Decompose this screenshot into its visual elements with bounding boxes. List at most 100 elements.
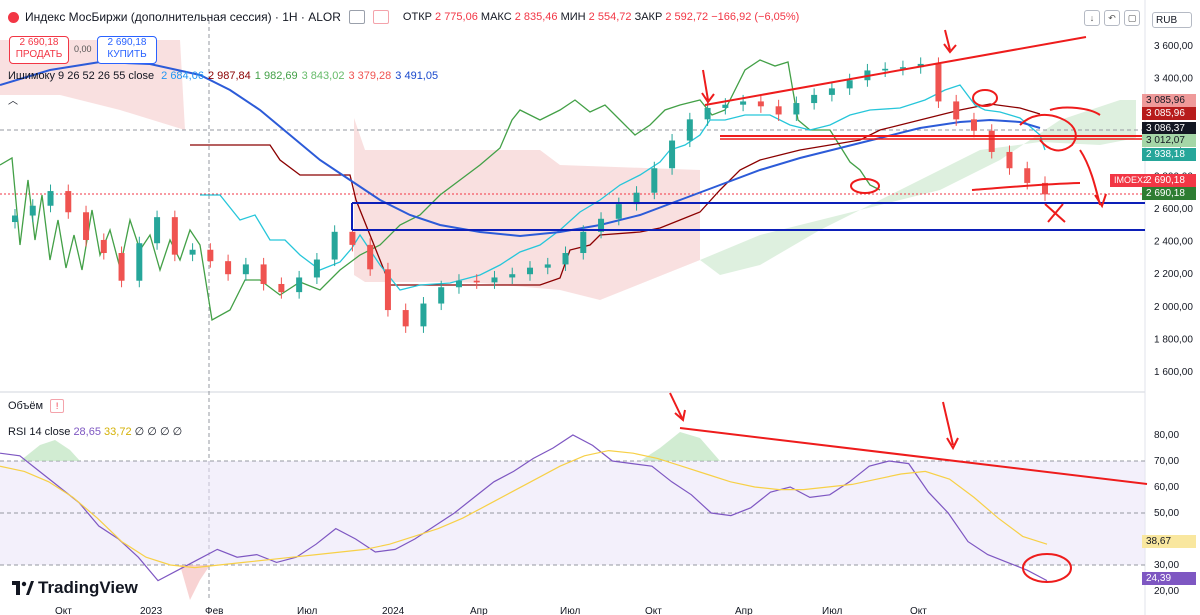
candle-body	[793, 103, 800, 115]
candle-body	[331, 231, 338, 260]
ichimoku-value: 2 987,84	[207, 70, 251, 82]
time-axis-label: Фев	[205, 606, 224, 615]
candle-body	[811, 94, 818, 104]
circle-annotation-2	[850, 178, 880, 194]
price-tag: 3 012,07	[1142, 134, 1196, 147]
sweep-line-annotation	[971, 182, 1081, 191]
candle-body	[242, 264, 249, 275]
buy-button[interactable]: 2 690,18 КУПИТЬ	[97, 36, 157, 64]
candle-body	[491, 277, 498, 283]
ichimoku-legend[interactable]: Ишимоку 9 26 52 26 55 close 2 684,06 2 98…	[8, 70, 446, 82]
candle-body	[438, 287, 445, 304]
candle-body	[367, 244, 374, 270]
time-axis-label: Апр	[470, 606, 488, 615]
currency-selector[interactable]: RUB	[1152, 12, 1192, 28]
eye-icon[interactable]	[348, 10, 365, 24]
ohlc-readout: ОТКР 2 775,06 МАКС 2 835,46 МИН 2 554,72…	[403, 11, 799, 23]
low-value: 2 554,72	[588, 11, 632, 23]
candle-body	[970, 119, 977, 131]
collapse-chevron-icon[interactable]: ︿	[8, 96, 18, 107]
sell-label: ПРОДАТЬ	[15, 49, 63, 60]
candle-body	[988, 130, 995, 152]
maximize-icon[interactable]: ▢	[1124, 10, 1140, 26]
price-tag: 3 085,96	[1142, 94, 1196, 107]
arrow-down-top	[943, 29, 957, 54]
download-icon[interactable]: ↓	[1084, 10, 1100, 26]
price-tick-label: 2 600,00	[1154, 204, 1193, 215]
time-axis-label: Окт	[910, 606, 927, 615]
rsi-divergence-trendline	[679, 427, 1148, 485]
rsi-ma-line	[0, 449, 1048, 569]
candle-body	[580, 231, 587, 254]
spread-value: 0,00	[74, 44, 92, 54]
price-tick-label: 3 600,00	[1154, 41, 1193, 52]
candle-body	[544, 264, 551, 268]
rsi-empty-1: ∅	[134, 426, 145, 438]
candle-body	[384, 269, 391, 311]
candle-body	[296, 277, 303, 293]
candle-body	[154, 217, 161, 244]
price-axis: 3 600,003 400,003 200,003 000,002 800,00…	[1154, 41, 1193, 378]
candle-body	[598, 218, 605, 232]
candle-body	[882, 68, 889, 71]
time-axis-label: Июл	[822, 606, 843, 615]
rsi-ma-value: 33,72	[104, 426, 132, 438]
candle-body	[207, 249, 214, 262]
candle-body	[722, 104, 729, 108]
sell-price: 2 690,18	[19, 37, 59, 48]
candle-body	[83, 212, 90, 240]
price-tick-label: 1 800,00	[1154, 334, 1193, 345]
candle-body	[100, 239, 107, 254]
alert-icon[interactable]	[372, 10, 389, 24]
rsi-arrow-right	[942, 401, 959, 451]
change-value: −166,92 (−6,05%)	[711, 11, 800, 23]
high-label: МАКС	[480, 11, 512, 23]
rsi-tag: 24,39	[1142, 572, 1196, 585]
candle-body	[527, 267, 533, 275]
time-axis-label: Июл	[560, 606, 581, 615]
candle-body	[47, 191, 54, 206]
close-label: ЗАКР	[634, 11, 663, 23]
price-tick-label: 3 400,00	[1154, 74, 1193, 85]
candle-body	[775, 106, 782, 115]
undo-icon[interactable]: ↶	[1104, 10, 1120, 26]
volume-pane-label[interactable]: Объём !	[8, 399, 65, 413]
rsi-legend[interactable]: RSI 14 close 28,65 33,72 ∅ ∅ ∅ ∅	[8, 425, 182, 438]
moving-average-line	[0, 60, 1041, 238]
rsi-overbought-fill-mid	[640, 432, 720, 461]
ichimoku-value: 3 379,28	[348, 70, 392, 82]
rsi-overbought-fill-left	[20, 440, 80, 461]
ichimoku-label: Ишимоку 9 26 52 26 55 close	[8, 70, 155, 82]
candle-body	[704, 107, 711, 120]
close-value: 2 592,72	[665, 11, 709, 23]
rsi-tick-label: 70,00	[1154, 456, 1179, 467]
symbol-tag[interactable]: IMOEX2	[1110, 174, 1148, 187]
candle-body	[171, 217, 178, 255]
symbol-title[interactable]: Индекс МосБиржи (дополнительная сессия) …	[25, 10, 341, 24]
time-axis-label: Окт	[55, 606, 72, 615]
scribble-annotation	[1019, 106, 1107, 209]
tradingview-logo-icon	[12, 581, 34, 595]
rsi-value: 28,65	[73, 426, 101, 438]
rsi-tick-label: 20,00	[1154, 586, 1179, 597]
warning-icon[interactable]: !	[50, 399, 65, 413]
time-axis-label: 2024	[382, 606, 405, 615]
price-tick-label: 2 200,00	[1154, 269, 1193, 280]
rsi-tick-label: 50,00	[1154, 508, 1179, 519]
tradingview-logo[interactable]: TradingView	[12, 578, 138, 598]
ichimoku-value: 3 491,05	[395, 70, 439, 82]
buy-price: 2 690,18	[107, 37, 147, 48]
candle-body	[828, 88, 835, 95]
circle-annotation-1	[972, 89, 998, 107]
rsi-empty-4: ∅	[172, 426, 183, 438]
price-tick-label: 1 600,00	[1154, 367, 1193, 378]
sell-button[interactable]: 2 690,18 ПРОДАТЬ	[9, 36, 69, 64]
candle-body	[1042, 182, 1048, 195]
price-tick-label: 2 400,00	[1154, 237, 1193, 248]
time-axis-label: 2023	[140, 606, 163, 615]
candle-body	[651, 168, 658, 193]
candle-body	[562, 253, 569, 265]
candle-body	[260, 264, 267, 284]
candle-body	[420, 303, 427, 327]
